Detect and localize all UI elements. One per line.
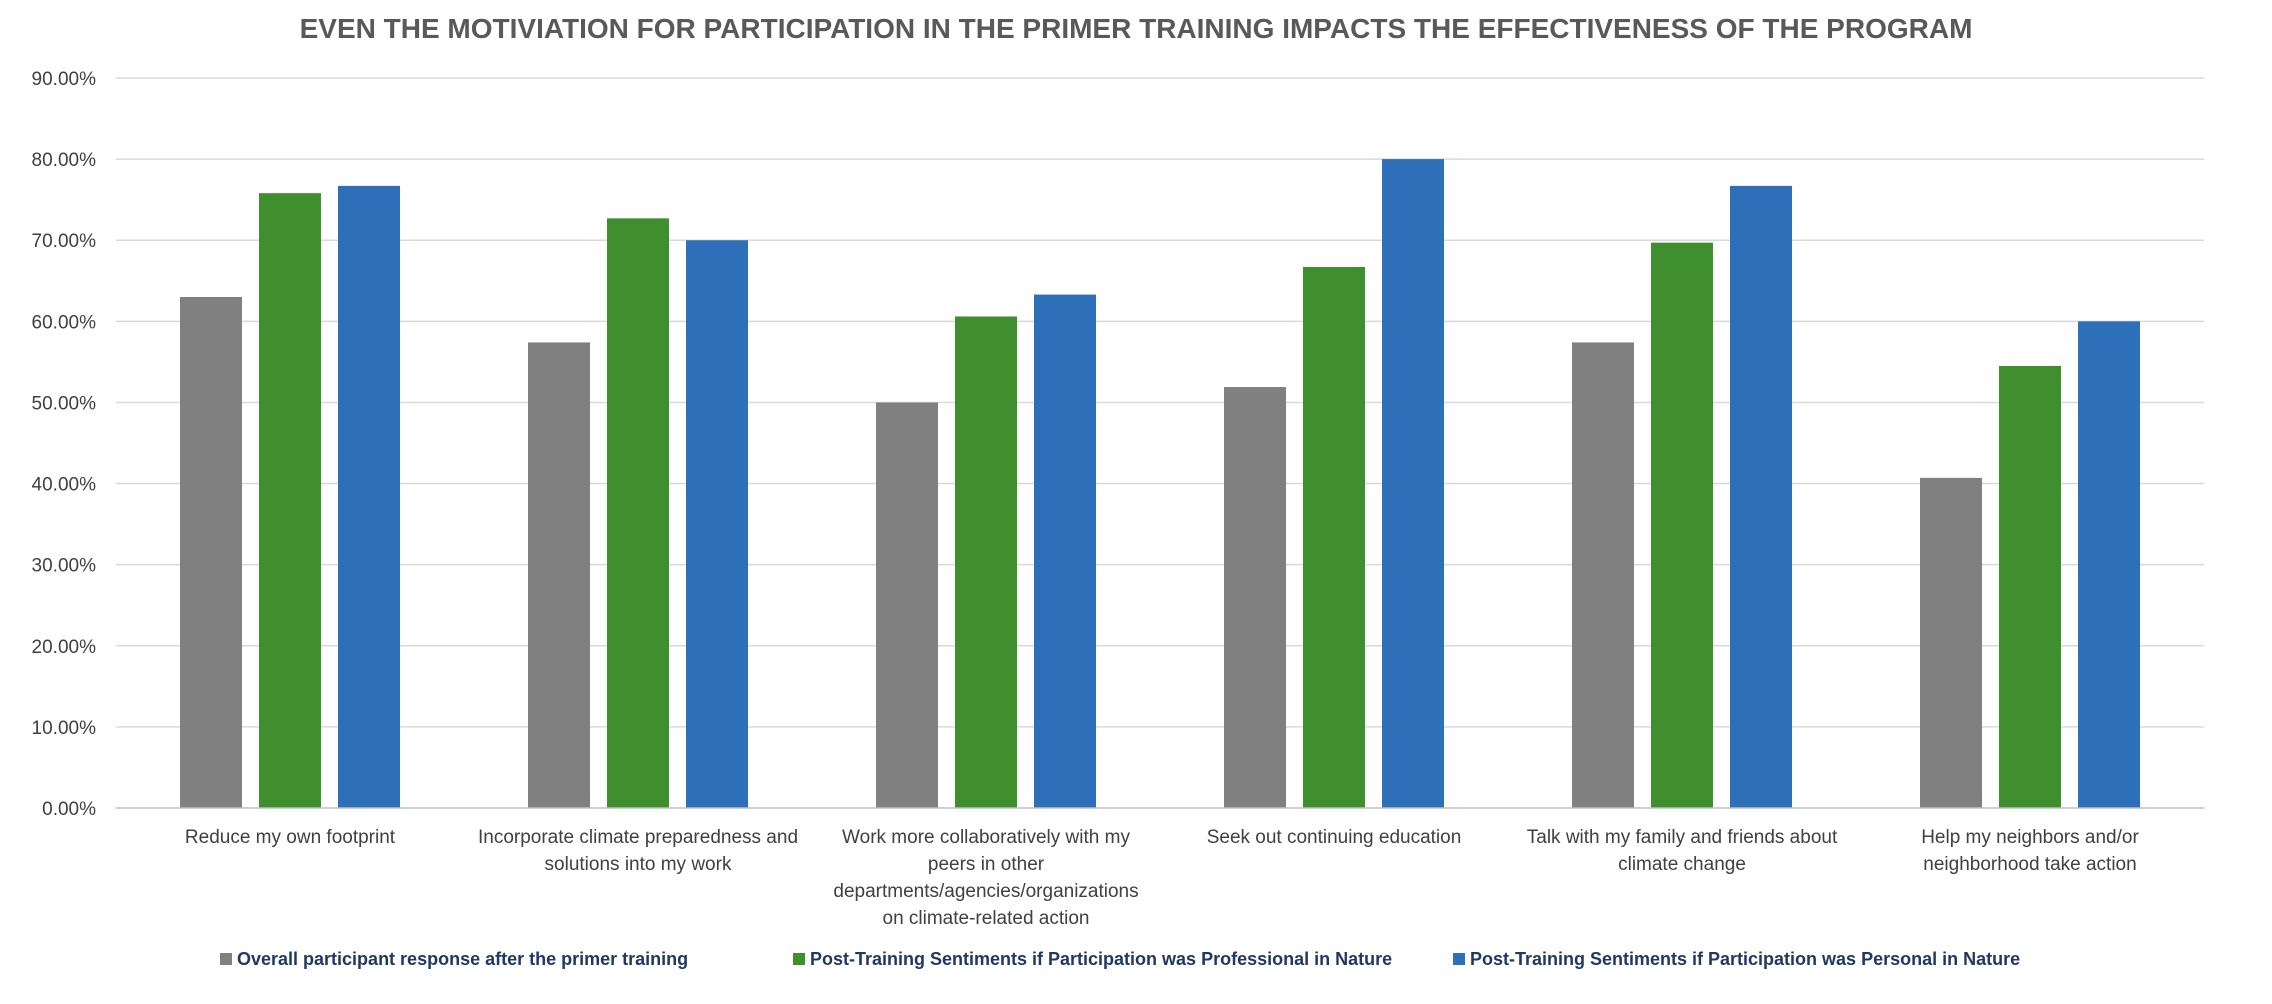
legend: Overall participant response after the p… [220, 949, 2020, 969]
category-label-line: neighborhood take action [1923, 854, 2136, 875]
legend-label: Post-Training Sentiments if Participatio… [1470, 949, 2020, 969]
bar-series-1-cat-4 [1224, 387, 1286, 808]
bar-series-3-cat-1 [338, 185, 400, 808]
legend-label: Post-Training Sentiments if Participatio… [810, 949, 1392, 969]
x-axis-category-labels: Reduce my own footprint Incorporate clima… [185, 827, 2140, 929]
y-tick-label: 80.00% [32, 150, 97, 171]
bar-series-2-cat-6 [1999, 365, 2061, 808]
bar-series-2-cat-2 [607, 218, 669, 809]
category-label: Work more collaboratively with my peers i… [833, 827, 1138, 929]
y-tick-label: 10.00% [32, 718, 97, 739]
category-label-line: solutions into my work [545, 854, 732, 875]
bar-series-1-cat-3 [876, 402, 938, 808]
category-label: Incorporate climate preparedness and solu… [478, 827, 798, 875]
y-tick-label: 0.00% [42, 799, 96, 820]
category-label-line: Talk with my family and friends about [1527, 827, 1838, 848]
bar-series-1-cat-1 [180, 297, 242, 808]
y-tick-label: 50.00% [32, 393, 97, 414]
category-label: Talk with my family and friends about cli… [1527, 827, 1838, 875]
bar-series-3-cat-5 [1730, 185, 1792, 808]
bar-series-2-cat-5 [1651, 242, 1713, 809]
category-label-line: Incorporate climate preparedness and [478, 827, 798, 848]
category-label-line: Seek out continuing education [1207, 827, 1462, 848]
category-label-line: Reduce my own footprint [185, 827, 396, 848]
bar-series-3-cat-3 [1034, 294, 1096, 809]
legend-label: Overall participant response after the p… [237, 949, 688, 969]
bar-series-2-cat-4 [1303, 266, 1365, 808]
category-label-line: peers in other [928, 854, 1045, 875]
y-tick-label: 30.00% [32, 556, 97, 577]
legend-swatch [793, 953, 805, 965]
bar-series-2-cat-1 [259, 193, 321, 808]
gridlines [116, 77, 2204, 728]
chart-title: EVEN THE MOTIVIATION FOR PARTICIPATION I… [300, 13, 1973, 44]
y-tick-label: 90.00% [32, 69, 97, 90]
bar-series-3-cat-4 [1382, 159, 1444, 809]
category-label-line: on climate-related action [883, 908, 1090, 929]
legend-swatch [220, 953, 232, 965]
category-label-line: Work more collaboratively with my [842, 827, 1130, 848]
bar-series-3-cat-6 [2078, 321, 2140, 808]
category-label: Seek out continuing education [1207, 827, 1462, 848]
y-tick-label: 40.00% [32, 475, 97, 496]
category-label: Reduce my own footprint [185, 827, 396, 848]
y-tick-label: 70.00% [32, 231, 97, 252]
bar-series-2-cat-3 [955, 316, 1017, 808]
category-label: Help my neighbors and/or neighborhood tak… [1921, 827, 2139, 875]
bar-series-1-cat-2 [528, 342, 590, 808]
legend-swatch [1453, 953, 1465, 965]
bar-series-1-cat-5 [1572, 342, 1634, 808]
y-tick-label: 60.00% [32, 312, 97, 333]
category-label-line: climate change [1618, 854, 1746, 875]
y-axis-tick-labels: 0.00% 10.00% 20.00% 30.00% 40.00% 50.00% 60.00… [32, 69, 97, 820]
bars [180, 159, 2140, 809]
bar-series-3-cat-2 [686, 240, 748, 808]
bar-series-1-cat-6 [1920, 477, 1982, 808]
category-label-line: Help my neighbors and/or [1921, 827, 2139, 848]
category-label-line: departments/agencies/organizations [833, 881, 1138, 902]
y-tick-label: 20.00% [32, 637, 97, 658]
